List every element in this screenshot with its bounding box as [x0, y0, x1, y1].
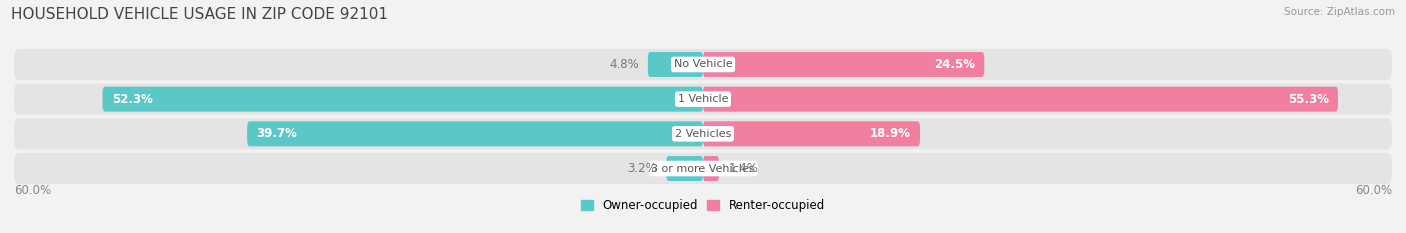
FancyBboxPatch shape — [703, 156, 718, 181]
FancyBboxPatch shape — [14, 49, 1392, 80]
Text: 18.9%: 18.9% — [870, 127, 911, 140]
Text: No Vehicle: No Vehicle — [673, 59, 733, 69]
Text: 52.3%: 52.3% — [111, 93, 152, 106]
Text: 39.7%: 39.7% — [256, 127, 297, 140]
FancyBboxPatch shape — [666, 156, 703, 181]
Text: 1.4%: 1.4% — [728, 162, 758, 175]
Text: 3 or more Vehicles: 3 or more Vehicles — [651, 164, 755, 174]
Text: 55.3%: 55.3% — [1288, 93, 1329, 106]
FancyBboxPatch shape — [103, 87, 703, 112]
Text: 24.5%: 24.5% — [934, 58, 976, 71]
Text: 2 Vehicles: 2 Vehicles — [675, 129, 731, 139]
Text: 3.2%: 3.2% — [627, 162, 657, 175]
Text: 4.8%: 4.8% — [609, 58, 638, 71]
FancyBboxPatch shape — [648, 52, 703, 77]
Text: 60.0%: 60.0% — [14, 184, 51, 196]
FancyBboxPatch shape — [247, 121, 703, 146]
Legend: Owner-occupied, Renter-occupied: Owner-occupied, Renter-occupied — [581, 199, 825, 212]
FancyBboxPatch shape — [14, 84, 1392, 115]
Text: HOUSEHOLD VEHICLE USAGE IN ZIP CODE 92101: HOUSEHOLD VEHICLE USAGE IN ZIP CODE 9210… — [11, 7, 388, 22]
FancyBboxPatch shape — [14, 153, 1392, 184]
FancyBboxPatch shape — [703, 52, 984, 77]
Text: 60.0%: 60.0% — [1355, 184, 1392, 196]
Text: Source: ZipAtlas.com: Source: ZipAtlas.com — [1284, 7, 1395, 17]
Text: 1 Vehicle: 1 Vehicle — [678, 94, 728, 104]
FancyBboxPatch shape — [703, 87, 1339, 112]
FancyBboxPatch shape — [703, 121, 920, 146]
FancyBboxPatch shape — [14, 118, 1392, 149]
